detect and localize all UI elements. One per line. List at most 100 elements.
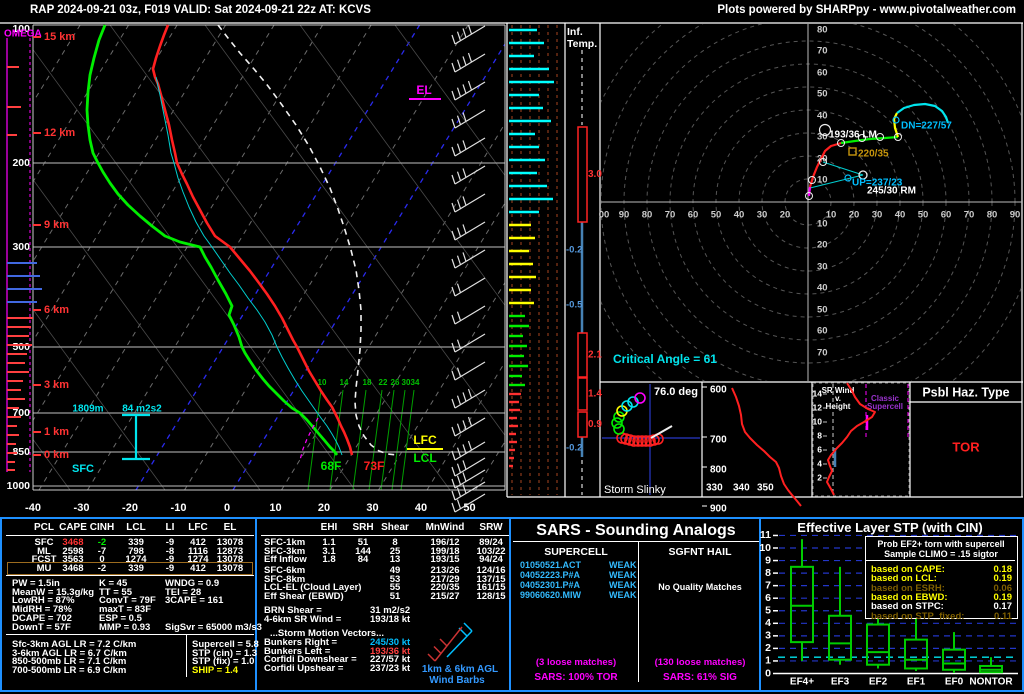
line <box>456 87 462 97</box>
height-label: 15 km <box>44 31 75 43</box>
hodo-axis-label: 60 <box>941 210 952 221</box>
wind-barb-icon <box>451 221 486 241</box>
mixing-ratio-label: 22 <box>379 378 388 387</box>
stp-ytick-label: 4 <box>765 617 771 629</box>
storm-motion-header: ...Storm Motion Vectors... <box>270 628 385 639</box>
line <box>456 499 462 509</box>
stp-prob-value: 0.19 <box>993 573 1013 585</box>
stp-ytick-label: 1 <box>765 655 771 667</box>
line <box>454 417 486 437</box>
sars-match-strength: WEAK <box>609 590 637 600</box>
kinematics-row-label: Eff Inflow <box>264 554 307 566</box>
kinematics-cell: 51 <box>357 537 369 548</box>
rect <box>790 565 814 644</box>
srwind-curve <box>826 382 876 496</box>
skewt-dewpoint-curve <box>85 24 339 456</box>
hodo-axis-label: 70 <box>665 210 676 221</box>
line <box>456 311 462 321</box>
thetae-x-label: 350 <box>757 483 774 494</box>
rect <box>942 648 966 671</box>
temp-axis-label: 20 <box>318 502 330 514</box>
panel-divider <box>255 519 257 690</box>
stp-category-label: NONTOR <box>969 677 1013 688</box>
line <box>434 626 463 662</box>
run-title: RAP 2024-09-21 03z, F019 VALID: Sat 2024… <box>30 4 371 16</box>
parcel-cell: 3468 <box>62 563 84 575</box>
height-label: 1 km <box>44 426 69 438</box>
temp-axis-label: -40 <box>25 502 41 514</box>
parcel-cell: -8 <box>165 545 175 557</box>
temp-axis-label: 30 <box>366 502 378 514</box>
line <box>454 25 486 45</box>
thetae-pressure-label: 600 <box>710 385 727 396</box>
hodo-axis-label: 40 <box>895 210 906 221</box>
stp-box-ef4+ <box>790 539 814 661</box>
hodo-axis-label: 30 <box>757 210 768 221</box>
pressure-label: 100 <box>12 23 30 35</box>
height-marker <box>805 192 813 200</box>
hodo-axis-label: 10 <box>817 219 828 230</box>
line <box>454 457 486 477</box>
skewt-label: 84 m2s2 <box>122 404 162 415</box>
hodo-axis-label: 40 <box>734 210 745 221</box>
kinematics-cell: 144 <box>355 545 371 557</box>
line <box>451 258 456 269</box>
temp-axis-label: -20 <box>122 502 138 514</box>
height-marker <box>876 133 884 141</box>
parcel-col-header: LFC <box>188 522 208 533</box>
line <box>427 653 436 662</box>
mixing-ratio-line <box>380 389 395 490</box>
slinky-pointer <box>650 425 673 439</box>
composite-index: STP (cin) = 1.3 <box>192 647 258 659</box>
skewt-label: OMEGA <box>4 29 42 40</box>
kinematics-cell: 55 <box>389 582 401 594</box>
line <box>456 283 462 293</box>
slinky-title: Storm Slinky <box>604 484 666 496</box>
divider <box>638 541 639 682</box>
composite-index: STP (fix) = 1.0 <box>192 656 255 668</box>
hodo-axis-label: 70 <box>817 46 828 57</box>
mixing-ratio-line <box>329 389 344 490</box>
sars-right-loose: (130 loose matches) <box>654 657 746 668</box>
stp-category-label: EF1 <box>907 677 926 688</box>
thermo-stat: TT = 55 <box>99 586 132 598</box>
wind-barb-icon <box>451 137 486 157</box>
storm-vector-label: Bunkers Left = <box>264 645 331 657</box>
kinematics-cell: 89/24 <box>479 537 503 548</box>
slinky-circle <box>621 400 633 412</box>
hodograph-trace-upper-yellow <box>892 112 900 138</box>
kinematics-cell: 199/18 <box>430 545 460 557</box>
kinematics-cell: 220/35 <box>430 582 460 594</box>
barb-caption-line1: 1km & 6km AGL <box>421 664 499 675</box>
advection-value: -0.2 <box>566 245 582 256</box>
line <box>456 143 462 153</box>
corfidi-up-marker <box>844 174 852 182</box>
srwind-title: SR Wind <box>822 386 855 395</box>
sars-left-prob: SARS: 100% TOR <box>534 672 618 683</box>
hodograph-trace-anvil-cyan <box>896 102 950 124</box>
line <box>467 52 473 63</box>
thermo-stat: MMP = 0.93 <box>99 621 151 633</box>
skewt-label: EL <box>416 83 431 97</box>
stp-prob-label: based on LCL: <box>871 573 937 585</box>
line <box>462 196 467 206</box>
kinematics-col-header: MnWind <box>425 522 465 533</box>
line <box>456 463 462 473</box>
kinematics-col-header: Shear <box>381 522 409 533</box>
height-label: 3 km <box>44 379 69 391</box>
wind-barb-icon <box>451 440 486 461</box>
height-marker <box>819 158 827 166</box>
divider <box>6 575 254 576</box>
thermo-stat: ESP = 0.5 <box>99 612 142 624</box>
thermo-stat: MeanW = 15.3g/kg <box>12 586 95 598</box>
panel-divider <box>759 519 761 690</box>
parcel-cell: -9 <box>165 554 175 566</box>
dry-adiabat <box>33 48 356 490</box>
line <box>454 137 486 157</box>
hodo-axis-label: 10 <box>826 210 837 221</box>
kinematics-cell: 213/26 <box>430 565 460 576</box>
line <box>456 59 462 69</box>
thermo-stat: WNDG = 0.9 <box>165 578 220 589</box>
wind-barb-icon <box>451 469 486 489</box>
credit-text: Plots powered by SHARPpy - www.pivotalwe… <box>717 4 1016 16</box>
